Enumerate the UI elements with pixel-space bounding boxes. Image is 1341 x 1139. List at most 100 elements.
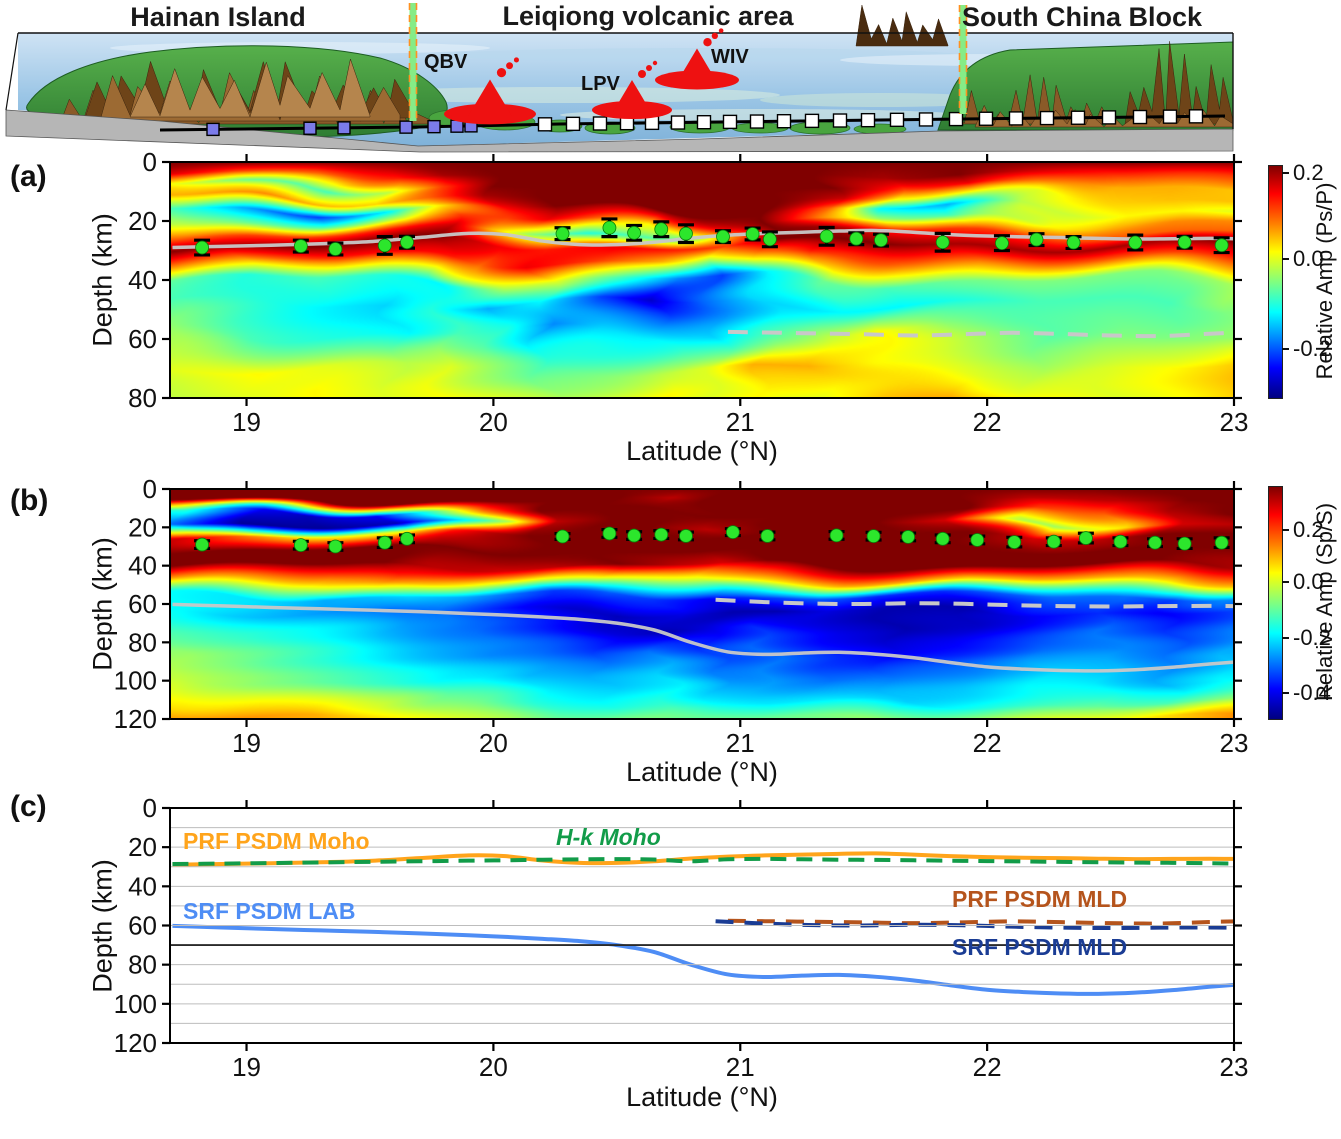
colorbar-tick-label: 0.0 (1293, 569, 1324, 595)
x-tick-label: 20 (479, 407, 508, 437)
x-tick-label: 23 (1220, 1052, 1249, 1082)
panel-tag-a: (a) (10, 160, 47, 193)
station-white (1070, 110, 1086, 125)
moho-pick-dot (1214, 238, 1229, 253)
station-blue (427, 119, 441, 134)
moho-pick-dot (654, 527, 669, 542)
colorbar-tick (1282, 636, 1289, 639)
y-tick-label: 40 (128, 551, 157, 581)
x-tick-label: 22 (973, 1052, 1002, 1082)
y-tick-label: 40 (128, 871, 157, 901)
mld-dashed-line-b (715, 597, 1235, 609)
station-white (804, 113, 820, 129)
eruption-dot (496, 68, 507, 78)
y-tick-label: 0 (143, 474, 157, 504)
x-tick-label: 22 (973, 728, 1002, 758)
panel-tag-c: (c) (10, 790, 47, 823)
station-blue (337, 121, 351, 135)
moho-pick-dot (328, 539, 343, 554)
station-white (978, 111, 994, 126)
rf-image-sps (170, 489, 1234, 719)
station-blue (399, 120, 413, 134)
eruption-dot (703, 38, 712, 47)
series-line-h-k-moho (172, 856, 1235, 867)
box-left-edge (5, 32, 19, 111)
series-line-srf-psdm-lab (172, 923, 1235, 996)
moho-pick-dot (866, 529, 881, 544)
panel-frame-b (169, 488, 1235, 720)
y-tick-label: 60 (128, 911, 157, 941)
volcano-label-lpv: LPV (581, 73, 621, 95)
region-label-south-china: South China Block (961, 2, 1203, 32)
volcano-group: QBV LPV WIV (424, 28, 749, 125)
terrain-panorama: QBV LPV WIV (5, 3, 1234, 153)
moho-pick-dot (901, 530, 916, 544)
moho-pick-dot (400, 235, 414, 250)
colorbar-sps: 0.2 0.0 -0.2 -0.4 (1268, 486, 1331, 720)
moho-pick-dot (555, 529, 570, 544)
moho-pick-dot (679, 529, 693, 543)
volcano-cone-lpv (613, 80, 651, 112)
y-tick-label: 20 (128, 512, 157, 542)
moho-pick-dot (1113, 534, 1128, 549)
colorbar-tick-label: 0.0 (1293, 245, 1324, 271)
moho-pick-dot (760, 529, 775, 543)
y-axis-title-c: Depth (km) (87, 859, 118, 993)
volcano-label-wiv: WIV (711, 46, 749, 68)
y-tick-label: 40 (128, 265, 157, 295)
volcano-cone-wiv (677, 48, 717, 82)
series-label-srf-psdm-lab: SRF PSDM LAB (183, 898, 356, 924)
moho-pick-dot (1007, 535, 1022, 549)
station-white (696, 114, 712, 130)
colorbar-tick (1282, 581, 1289, 584)
drill-line (409, 3, 417, 121)
moho-pick-dot (602, 526, 617, 541)
moho-pick-dot (829, 528, 844, 543)
moho-pick-dot (1128, 235, 1143, 250)
y-tick-label: 20 (128, 206, 157, 236)
y-axis-title-a: Depth (km) (87, 213, 118, 347)
profile-line-group (159, 109, 1226, 137)
y-tick-label: 80 (128, 950, 157, 980)
mountain-ridge (855, 4, 949, 47)
moho-pick-dot (1029, 232, 1044, 247)
moho-pick-dot (1046, 534, 1061, 549)
colorbar-tick (1282, 528, 1289, 531)
colorbar-tick-label: 0.2 (1293, 516, 1324, 542)
moho-pick-dot (328, 242, 343, 256)
moho-pick-dot (995, 236, 1009, 251)
colorbar-tick (1282, 171, 1289, 174)
station-white (722, 114, 738, 130)
moho-pick-dot (1148, 535, 1162, 550)
y-tick-label: 60 (128, 324, 157, 354)
station-blue (303, 121, 317, 135)
x-tick-label: 21 (726, 728, 755, 758)
drill-lines-group (408, 3, 968, 121)
crust-slab-face (5, 109, 1234, 153)
x-axis-title-c: Latitude (°N) (626, 1082, 778, 1112)
moho-pick-dot (1177, 536, 1192, 551)
y-tick-label: 0 (143, 793, 157, 823)
station-white (1132, 109, 1148, 125)
station-white (918, 112, 934, 127)
station-white (832, 113, 848, 128)
station-white (1008, 111, 1024, 126)
eruption-dot (638, 70, 646, 78)
region-label-leiqiong: Leiqiong volcanic area (502, 1, 794, 31)
y-tick-label: 120 (114, 704, 157, 734)
moho-pick-dot (602, 220, 617, 235)
x-tick-label: 22 (973, 407, 1002, 437)
colorbar-label-sps: Relative Amp (Sp/S) (1312, 502, 1337, 702)
station-white (1162, 109, 1178, 124)
station-white (860, 112, 876, 128)
moho-pick-dot (970, 533, 985, 547)
rf-image-psp (170, 162, 1234, 398)
eruption-dot (718, 28, 724, 33)
station-white (889, 112, 905, 128)
station-white (537, 117, 553, 132)
moho-pick-dot (849, 231, 864, 246)
station-blue (206, 122, 220, 137)
eruption-dot (513, 57, 519, 63)
colorbar-tick-label: -0.4 (1293, 680, 1331, 706)
